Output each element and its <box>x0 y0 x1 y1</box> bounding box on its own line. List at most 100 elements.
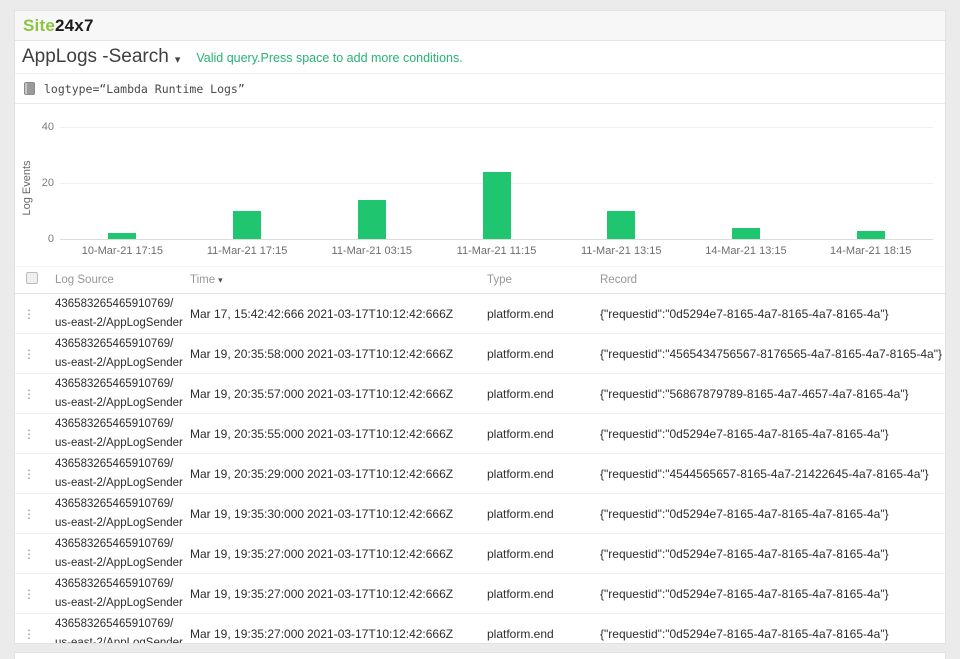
time-iso-cell: 2021-03-17T10:12:42:666Z <box>307 586 454 601</box>
chart-bar[interactable] <box>856 230 885 239</box>
x-tick-label: 14-Mar-21 13:15 <box>705 245 787 257</box>
record-cell: {"requestid":"4565434756567-8176565-4a7-… <box>600 346 942 361</box>
sort-desc-icon: ▾ <box>218 275 223 285</box>
table-row[interactable]: ⋮ 436583265465910769/us-east-2/AppLogSend… <box>15 614 945 644</box>
footer-panel <box>14 652 946 659</box>
saved-search-icon[interactable] <box>24 82 35 95</box>
main-panel: Site24x7 AppLogs -Search ▾ Valid query.P… <box>14 10 946 644</box>
record-cell: {"requestid":"4544565657-8165-4a7-214226… <box>600 466 929 481</box>
table-row[interactable]: ⋮ 436583265465910769/us-east-2/AppLogSend… <box>15 454 945 494</box>
row-menu-icon[interactable]: ⋮ <box>23 546 35 561</box>
type-cell: platform.end <box>487 426 554 441</box>
y-tick-label: 40 <box>41 121 54 133</box>
gridline-y0 <box>60 239 933 240</box>
time-cell: Mar 19, 19:35:27:000 <box>190 546 305 561</box>
log-source-cell: 436583265465910769/us-east-2/AppLogSende… <box>55 417 183 449</box>
table-header: Log Source Time ▾ Type Record <box>15 266 945 294</box>
search-query-input[interactable]: logtype=“Lambda Runtime Logs” <box>44 81 245 96</box>
row-menu-icon[interactable]: ⋮ <box>23 626 35 641</box>
time-iso-cell: 2021-03-17T10:12:42:666Z <box>307 506 454 521</box>
log-source-cell: 436583265465910769/us-east-2/AppLogSende… <box>55 497 183 529</box>
chart-bar[interactable] <box>482 171 511 239</box>
chevron-down-icon[interactable]: ▾ <box>174 53 181 66</box>
chart-bars: 10-Mar-21 17:15 11-Mar-21 17:15 11-Mar-21 … <box>60 127 933 257</box>
type-cell: platform.end <box>487 586 554 601</box>
column-header-log-source: Log Source <box>55 274 114 286</box>
page-title[interactable]: AppLogs -Search <box>22 46 169 67</box>
table-row[interactable]: ⋮ 436583265465910769/us-east-2/AppLogSend… <box>15 294 945 334</box>
chart-bar[interactable] <box>731 227 760 239</box>
table-row[interactable]: ⋮ 436583265465910769/us-east-2/AppLogSend… <box>15 414 945 454</box>
gridline-y40 <box>60 127 933 128</box>
chart-bar-slot: 11-Mar-21 17:15 <box>185 127 310 257</box>
search-bar: logtype=“Lambda Runtime Logs” <box>15 74 945 104</box>
type-cell: platform.end <box>487 546 554 561</box>
table-body: ⋮ 436583265465910769/us-east-2/AppLogSend… <box>15 294 945 644</box>
row-menu-icon[interactable]: ⋮ <box>23 506 35 521</box>
time-header-label: Time <box>190 274 216 286</box>
chart-bar[interactable] <box>357 199 386 239</box>
type-cell: platform.end <box>487 626 554 641</box>
time-cell: Mar 17, 15:42:42:666 <box>190 306 305 321</box>
time-cell: Mar 19, 19:35:27:000 <box>190 626 305 641</box>
row-menu-icon[interactable]: ⋮ <box>23 386 35 401</box>
column-header-time[interactable]: Time ▾ <box>190 274 487 286</box>
log-source-cell: 436583265465910769/us-east-2/AppLogSende… <box>55 457 183 489</box>
select-all-checkbox[interactable] <box>26 272 38 284</box>
time-iso-cell: 2021-03-17T10:12:42:666Z <box>307 466 454 481</box>
time-cell: Mar 19, 19:35:27:000 <box>190 586 305 601</box>
y-tick-label: 20 <box>41 177 54 189</box>
time-iso-cell: 2021-03-17T10:12:42:666Z <box>307 426 454 441</box>
time-cell: Mar 19, 20:35:57:000 <box>190 386 305 401</box>
x-tick-label: 11-Mar-21 11:15 <box>456 245 537 257</box>
time-iso-cell: 2021-03-17T10:12:42:666Z <box>307 386 454 401</box>
type-cell: platform.end <box>487 386 554 401</box>
time-cell: Mar 19, 20:35:55:000 <box>190 426 305 441</box>
column-header-record: Record <box>600 274 638 286</box>
log-source-cell: 436583265465910769/us-east-2/AppLogSende… <box>55 377 183 409</box>
time-cell: Mar 19, 20:35:58:000 <box>190 346 305 361</box>
chart-bar-slot: 11-Mar-21 03:15 <box>309 127 434 257</box>
log-events-chart: Log Events 0 20 40 10-Mar-21 17:15 11-Mar-2… <box>15 104 945 266</box>
chart-bar[interactable] <box>607 211 636 239</box>
record-cell: {"requestid":"0d5294e7-8165-4a7-8165-4a7… <box>600 546 889 561</box>
top-bar: Site24x7 <box>15 11 945 41</box>
log-source-cell: 436583265465910769/us-east-2/AppLogSende… <box>55 297 183 329</box>
row-menu-icon[interactable]: ⋮ <box>23 586 35 601</box>
time-iso-cell: 2021-03-17T10:12:42:666Z <box>307 546 454 561</box>
table-row[interactable]: ⋮ 436583265465910769/us-east-2/AppLogSend… <box>15 534 945 574</box>
time-iso-cell: 2021-03-17T10:12:42:666Z <box>307 346 454 361</box>
y-tick-label: 0 <box>47 233 54 245</box>
site24x7-logo[interactable]: Site24x7 <box>23 16 94 36</box>
chart-bar[interactable] <box>108 233 137 239</box>
table-row[interactable]: ⋮ 436583265465910769/us-east-2/AppLogSend… <box>15 374 945 414</box>
title-bar: AppLogs -Search ▾ Valid query.Press spac… <box>15 41 945 74</box>
x-tick-label: 10-Mar-21 17:15 <box>81 245 164 257</box>
table-row[interactable]: ⋮ 436583265465910769/us-east-2/AppLogSend… <box>15 334 945 374</box>
log-source-cell: 436583265465910769/us-east-2/AppLogSende… <box>55 617 183 644</box>
row-menu-icon[interactable]: ⋮ <box>23 426 35 441</box>
record-cell: {"requestid":"0d5294e7-8165-4a7-8165-4a7… <box>600 306 889 321</box>
chart-bar-slot: 14-Mar-21 18:15 <box>808 127 933 257</box>
query-status-message: Valid query.Press space to add more cond… <box>196 51 463 65</box>
chart-bar[interactable] <box>233 211 262 239</box>
record-cell: {"requestid":"0d5294e7-8165-4a7-8165-4a7… <box>600 626 889 641</box>
log-source-cell: 436583265465910769/us-east-2/AppLogSende… <box>55 537 183 569</box>
record-cell: {"requestid":"0d5294e7-8165-4a7-8165-4a7… <box>600 426 889 441</box>
record-cell: {"requestid":"0d5294e7-8165-4a7-8165-4a7… <box>600 506 889 521</box>
type-cell: platform.end <box>487 506 554 521</box>
row-menu-icon[interactable]: ⋮ <box>23 346 35 361</box>
time-cell: Mar 19, 20:35:29:000 <box>190 466 305 481</box>
x-tick-label: 11-Mar-21 13:15 <box>580 245 662 257</box>
type-cell: platform.end <box>487 466 554 481</box>
log-source-cell: 436583265465910769/us-east-2/AppLogSende… <box>55 337 183 369</box>
table-row[interactable]: ⋮ 436583265465910769/us-east-2/AppLogSend… <box>15 574 945 614</box>
x-tick-label: 14-Mar-21 18:15 <box>830 245 912 257</box>
row-menu-icon[interactable]: ⋮ <box>23 306 35 321</box>
row-menu-icon[interactable]: ⋮ <box>23 466 35 481</box>
column-header-type: Type <box>487 274 512 286</box>
table-row[interactable]: ⋮ 436583265465910769/us-east-2/AppLogSend… <box>15 494 945 534</box>
record-cell: {"requestid":"56867879789-8165-4a7-4657-… <box>600 386 909 401</box>
chart-plot: 0 20 40 10-Mar-21 17:15 11-Mar-21 17:15 11-M… <box>42 121 933 257</box>
